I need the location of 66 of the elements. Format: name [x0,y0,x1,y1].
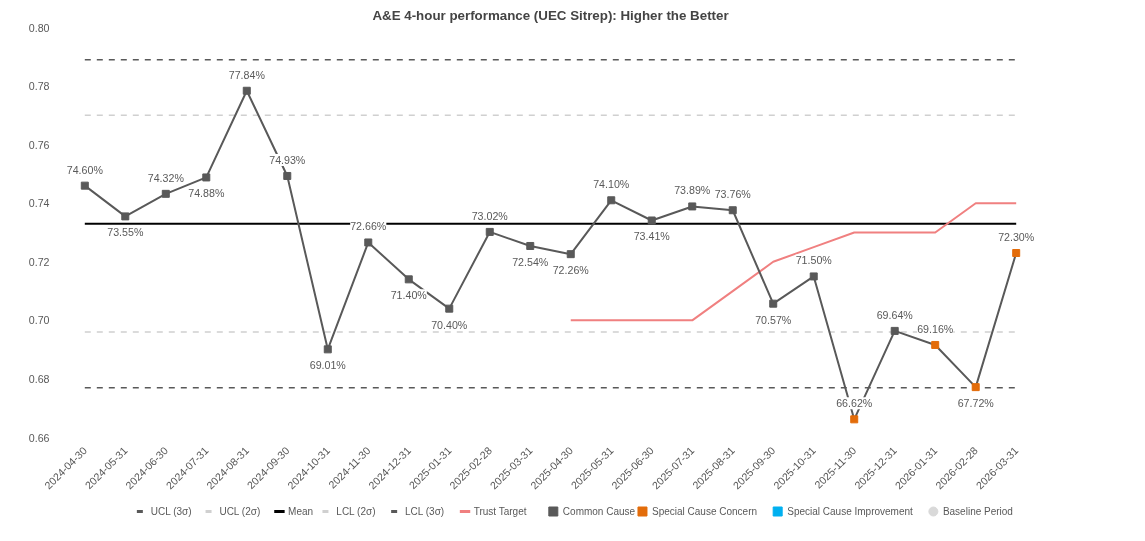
point [728,206,737,215]
data-label: 73.02% [471,209,509,222]
chart-title: A&E 4-hour performance (UEC Sitrep): Higher the Better [372,7,729,23]
legend-label: UCL (3σ) [150,506,192,517]
point [404,275,413,284]
point [283,171,292,180]
point [1012,249,1021,257]
y-tick-label: 0.72 [28,255,50,268]
point [202,173,211,182]
point [850,415,859,424]
point [364,238,373,247]
data-label: 72.54% [512,255,549,268]
legend-label: Baseline Period [942,506,1013,517]
data-label: 73.41% [633,230,671,243]
legend-label: UCL (2σ) [219,506,261,517]
data-label: 77.84% [228,68,266,81]
point [809,272,818,281]
data-label: 74.93% [269,153,306,166]
point [242,86,251,95]
legend-label: Special Cause Concern [652,506,758,517]
legend-label: Mean [288,506,314,517]
point [890,326,899,335]
data-label: 74.10% [593,178,630,191]
y-tick-label: 0.80 [28,21,50,34]
data-label: 71.40% [390,289,428,302]
point [607,196,616,205]
y-tick-label: 0.66 [28,431,50,444]
point [80,181,89,190]
legend-label: Special Cause Improvement [787,506,914,517]
point [931,340,940,349]
legend-label: Trust Target [473,506,527,517]
y-tick-label: 0.78 [28,80,50,93]
y-tick-label: 0.74 [28,197,50,210]
point [566,250,575,259]
data-label: 72.30% [998,231,1035,243]
data-label: 69.01% [309,359,347,372]
data-label: 72.26% [552,264,590,277]
point [769,299,778,308]
y-tick-label: 0.68 [28,372,50,385]
data-label: 73.89% [674,184,711,197]
data-label: 66.62% [836,397,873,410]
point [688,202,697,211]
data-label: 67.72% [957,397,995,410]
data-label: 73.55% [107,226,144,239]
point [526,241,535,250]
data-label: 70.57% [755,313,792,326]
data-label: 69.64% [876,308,914,321]
data-label: 74.32% [147,171,185,184]
data-label: 73.76% [714,188,752,201]
point [485,227,494,236]
point [323,345,332,354]
point [445,304,454,313]
legend-label: LCL (2σ) [336,506,376,517]
y-tick-label: 0.70 [28,314,50,327]
point [121,212,130,221]
point [161,189,170,198]
data-label: 74.88% [188,187,225,200]
point [647,216,656,225]
point [971,383,980,392]
data-label: 69.16% [917,322,954,335]
legend-label: Common Cause [562,506,636,517]
legend-label: LCL (3σ) [405,506,445,517]
data-label: 71.50% [795,254,833,267]
data-label: 70.40% [431,318,468,331]
data-label: 74.60% [66,163,104,176]
y-tick-label: 0.76 [28,138,50,151]
